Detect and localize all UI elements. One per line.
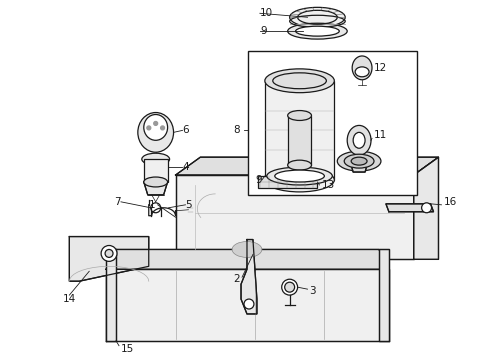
- Ellipse shape: [282, 279, 297, 295]
- Polygon shape: [106, 249, 389, 269]
- Ellipse shape: [347, 125, 371, 155]
- Ellipse shape: [337, 151, 381, 171]
- Text: 5: 5: [185, 200, 192, 210]
- Ellipse shape: [355, 67, 369, 77]
- Text: 14: 14: [63, 294, 76, 304]
- Polygon shape: [386, 204, 434, 212]
- Ellipse shape: [244, 299, 254, 309]
- Ellipse shape: [265, 69, 334, 93]
- Text: 12: 12: [374, 63, 387, 73]
- Ellipse shape: [105, 249, 113, 257]
- Ellipse shape: [144, 114, 168, 140]
- Ellipse shape: [295, 26, 339, 36]
- Ellipse shape: [147, 126, 151, 130]
- Ellipse shape: [232, 242, 262, 257]
- Polygon shape: [70, 237, 149, 281]
- Ellipse shape: [161, 126, 165, 130]
- Polygon shape: [175, 157, 439, 175]
- Ellipse shape: [101, 246, 117, 261]
- Text: 3: 3: [310, 286, 316, 296]
- Polygon shape: [379, 249, 389, 341]
- Text: 15: 15: [121, 344, 134, 354]
- Bar: [144, 159, 168, 182]
- Ellipse shape: [138, 113, 173, 152]
- Ellipse shape: [154, 121, 158, 125]
- Ellipse shape: [290, 7, 345, 27]
- Bar: [258, 176, 318, 188]
- Ellipse shape: [275, 170, 324, 182]
- Polygon shape: [144, 182, 168, 195]
- Polygon shape: [414, 157, 439, 260]
- Text: 4: 4: [182, 162, 189, 172]
- Polygon shape: [106, 249, 116, 341]
- Ellipse shape: [265, 168, 334, 192]
- Ellipse shape: [285, 282, 294, 292]
- Ellipse shape: [288, 160, 312, 170]
- Text: 1: 1: [149, 200, 156, 210]
- Polygon shape: [241, 239, 257, 314]
- Text: 13: 13: [321, 180, 335, 190]
- Bar: [248, 51, 416, 195]
- Ellipse shape: [421, 203, 432, 213]
- Ellipse shape: [288, 111, 312, 121]
- Text: 2: 2: [233, 274, 240, 284]
- Text: 16: 16: [443, 197, 457, 207]
- Ellipse shape: [344, 154, 374, 168]
- Text: 9: 9: [255, 175, 262, 185]
- Ellipse shape: [352, 56, 372, 80]
- Text: 8: 8: [233, 125, 240, 135]
- Polygon shape: [351, 165, 367, 172]
- Text: 9: 9: [260, 26, 267, 36]
- Ellipse shape: [142, 153, 170, 165]
- Text: 7: 7: [114, 197, 121, 207]
- Ellipse shape: [288, 23, 347, 39]
- Polygon shape: [106, 269, 389, 341]
- Ellipse shape: [267, 167, 332, 185]
- Ellipse shape: [353, 132, 365, 148]
- Polygon shape: [175, 175, 414, 260]
- Text: 11: 11: [374, 130, 387, 140]
- Bar: [265, 81, 334, 180]
- Bar: [288, 116, 312, 165]
- Ellipse shape: [144, 177, 168, 187]
- Text: 6: 6: [182, 125, 189, 135]
- Text: 10: 10: [260, 8, 273, 18]
- Ellipse shape: [351, 157, 367, 165]
